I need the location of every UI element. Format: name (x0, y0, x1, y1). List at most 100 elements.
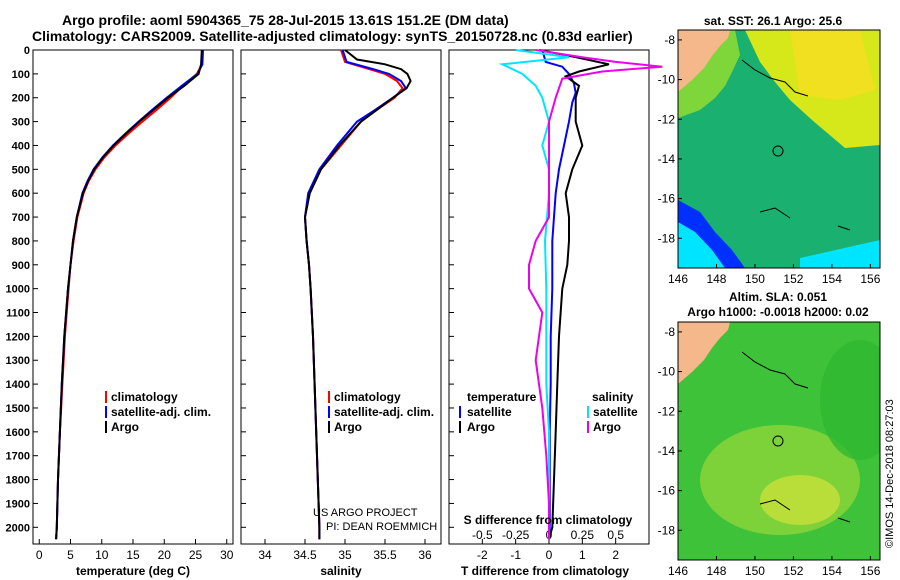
argo-location-marker (772, 145, 784, 157)
x-tick-label: 25 (189, 548, 203, 562)
argo-location-marker (772, 435, 784, 447)
depth-tick-label: 1200 (6, 331, 30, 343)
latitude-tick-label: -16 (658, 192, 676, 206)
s-difference-tick-label: -0.25 (502, 528, 530, 542)
x-tick-label: 35.5 (373, 548, 397, 562)
series-line-argo (55, 49, 203, 540)
x-tick-label: 20 (158, 548, 172, 562)
title-line-1: Argo profile: aoml 5904365_75 28-Jul-201… (62, 12, 509, 28)
depth-tick-label: 1000 (6, 284, 30, 296)
latitude-tick-label: -10 (658, 73, 676, 87)
salinity-legend: climatology satellite-adj. clim. Argo (328, 390, 434, 434)
s-difference-tick-label: 0.25 (571, 528, 595, 542)
island-outline (741, 59, 851, 231)
title-line-2: Climatology: CARS2009. Satellite-adjuste… (32, 28, 633, 44)
longitude-tick-label: 148 (706, 564, 726, 578)
sst-cool-water (678, 222, 725, 268)
temperature-panel: 0100200300400500600700800900100011001200… (6, 45, 234, 578)
depth-tick-label: 1800 (6, 475, 30, 487)
s-difference-axis-label: S difference from climatology (464, 513, 633, 527)
latitude-tick-label: -12 (658, 112, 676, 126)
x-tick-label: -2 (477, 548, 488, 562)
land-shape (678, 322, 730, 384)
longitude-tick-label: 146 (668, 564, 688, 578)
series-line-t-argo (538, 49, 610, 540)
depth-tick-label: 500 (12, 164, 30, 176)
sla-low-anomaly (820, 340, 880, 460)
longitude-tick-label: 148 (706, 272, 726, 286)
longitude-tick-label: 154 (822, 272, 842, 286)
longitude-tick-label: 152 (783, 564, 803, 578)
depth-tick-label: 0 (24, 45, 30, 57)
legend-title-salinity: salinity (592, 390, 634, 404)
x-tick-label: 10 (95, 548, 109, 562)
legend-label-s-satellite: satellite (593, 405, 638, 419)
x-tick-label: 35 (338, 548, 352, 562)
series-line-argo (303, 49, 412, 540)
x-tick-label: 15 (126, 548, 140, 562)
x-tick-label: 34 (258, 548, 272, 562)
salinity-panel: 34 34.5 35 35.5 36 salinity climatology sate… (240, 49, 442, 578)
legend-label-t-argo: Argo (467, 420, 495, 434)
depth-tick-label: 1900 (6, 498, 30, 510)
legend-label-t-satellite: satellite (467, 405, 512, 419)
legend-label-satellite: satellite-adj. clim. (334, 405, 434, 419)
latitude-tick-label: -12 (658, 404, 676, 418)
depth-tick-label: 800 (12, 236, 30, 248)
latitude-tick-label: -14 (658, 152, 676, 166)
sla-map-subtitle: Argo h1000: -0.0018 h2000: 0.02 (687, 305, 869, 319)
depth-tick-label: 200 (12, 93, 30, 105)
pi-annotation: PI: DEAN ROEMMICH (326, 521, 437, 533)
temperature-plot-frame (32, 49, 234, 545)
legend-label-satellite: satellite-adj. clim. (111, 405, 211, 419)
s-difference-tick-label: -0.5 (472, 528, 493, 542)
depth-tick-label: 100 (12, 69, 30, 81)
latitude-tick-label: -18 (658, 231, 676, 245)
latitude-tick-label: -8 (664, 325, 675, 339)
sst-map-panel: sat. SST: 26.1 Argo: 25.6 146 148 150 152 15… (658, 14, 881, 286)
sst-hot-water (790, 30, 875, 100)
depth-tick-label: 1500 (6, 403, 30, 415)
depth-tick-label: 900 (12, 260, 30, 272)
latitude-tick-label: -10 (658, 365, 676, 379)
latitude-tick-label: -18 (658, 523, 676, 537)
longitude-tick-label: 150 (745, 564, 765, 578)
copyright-stamp: ©IMOS 14-Dec-2018 08:27:03 (884, 399, 896, 548)
x-tick-label: -1 (510, 548, 521, 562)
legend-label-s-argo: Argo (593, 420, 621, 434)
x-tick-label: 2 (612, 548, 619, 562)
latitude-tick-label: -16 (658, 484, 676, 498)
sla-map-panel: Altim. SLA: 0.051 Argo h1000: -0.0018 h2… (658, 290, 881, 578)
salinity-plot-frame (240, 49, 442, 545)
project-annotation: US ARGO PROJECT (313, 507, 418, 519)
difference-legend: temperature satellite Argo salinity sate… (459, 390, 638, 434)
depth-tick-label: 1600 (6, 427, 30, 439)
salinity-axis-label: salinity (320, 564, 362, 578)
latitude-tick-label: -8 (664, 33, 675, 47)
island-outline (741, 351, 851, 523)
depth-tick-label: 1300 (6, 355, 30, 367)
s-difference-tick-label: 0.5 (607, 528, 624, 542)
x-tick-label: 5 (67, 548, 74, 562)
x-tick-label: 30 (220, 548, 234, 562)
latitude-tick-label: -14 (658, 444, 676, 458)
depth-tick-label: 1100 (6, 308, 30, 320)
difference-panel: -2 -1 0 1 2-0.5 -0.25 0 0.25 0.5 T difference fr… (448, 49, 663, 578)
legend-title-temperature: temperature (467, 390, 537, 404)
legend-label-climatology: climatology (334, 390, 401, 404)
longitude-tick-label: 152 (783, 272, 803, 286)
depth-tick-label: 300 (12, 117, 30, 129)
depth-tick-label: 600 (12, 188, 30, 200)
sla-map-title: Altim. SLA: 0.051 (729, 290, 827, 304)
legend-label-argo: Argo (111, 420, 139, 434)
sst-cool-water (800, 240, 880, 268)
sst-map-frame (677, 29, 881, 269)
sla-map-frame (677, 321, 881, 561)
x-tick-label: 34.5 (293, 548, 317, 562)
depth-tick-label: 1400 (6, 379, 30, 391)
x-tick-label: 0 (546, 548, 553, 562)
temperature-legend: climatology satellite-adj. clim. Argo (105, 390, 211, 434)
x-tick-label: 1 (579, 548, 586, 562)
depth-tick-label: 400 (12, 140, 30, 152)
